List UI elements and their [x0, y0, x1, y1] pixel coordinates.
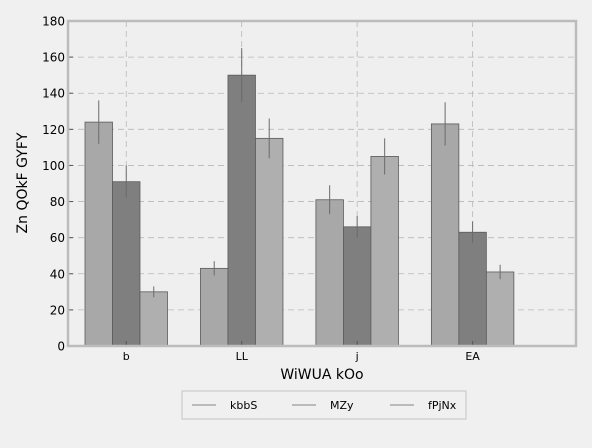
y-tick-label: 20: [50, 303, 65, 317]
bar: [84, 121, 113, 347]
bar: [200, 267, 229, 347]
y-axis-label: Zn QOkF GYFY: [15, 132, 31, 233]
y-tick-label: 0: [57, 340, 65, 354]
bar: [430, 123, 460, 347]
bar: [255, 137, 284, 347]
x-tick-label: b: [123, 350, 130, 363]
y-tick-label: 80: [50, 195, 65, 209]
bar: [227, 74, 256, 347]
bar: [343, 226, 372, 347]
bar: [485, 271, 515, 347]
y-tick-label: 160: [42, 51, 65, 65]
y-tick-label: 120: [42, 123, 65, 137]
y-tick-label: 60: [50, 231, 65, 245]
bar: [139, 291, 168, 347]
x-tick-label: j: [355, 350, 359, 363]
x-tick-label: LL: [236, 350, 249, 363]
x-tick-label: EA: [465, 350, 480, 363]
bar: [458, 231, 487, 347]
bar: [315, 199, 344, 347]
x-axis-label: WiWUA kOo: [280, 367, 363, 383]
bar: [370, 156, 399, 347]
bars-layer: [84, 48, 515, 347]
legend-box: [181, 390, 467, 420]
y-tick-label: 40: [50, 267, 65, 281]
plot-frame: [66, 19, 578, 348]
y-tick-label: 100: [42, 159, 65, 173]
legend: kbbS MZy fPjNx: [181, 390, 467, 420]
legend-label: MZy: [330, 399, 354, 412]
legend-label: kbbS: [230, 399, 257, 412]
axes-layer: 0 20 40 60 80 100 120 140 160 180 b LL j EA: [42, 15, 578, 363]
y-tick-label: 140: [42, 87, 65, 101]
bar: [112, 181, 141, 347]
legend-label: fPjNx: [428, 399, 457, 412]
y-tick-label: 180: [42, 15, 65, 29]
